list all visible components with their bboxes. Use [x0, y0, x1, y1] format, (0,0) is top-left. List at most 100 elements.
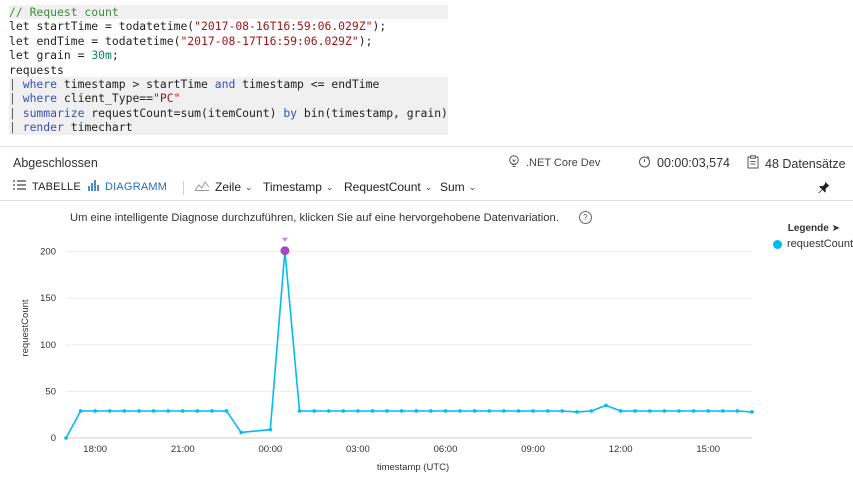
data-point [618, 409, 623, 413]
record-count-indicator: 48 Datensätze [747, 155, 846, 172]
query-editor[interactable]: // Request count let startTime = todatet… [0, 0, 853, 147]
y-axis-dropdown[interactable]: RequestCount ⌄ [344, 180, 432, 194]
code-line-starttime: let startTime = todatetime("2017-08-16T1… [9, 19, 387, 34]
data-point [64, 436, 68, 440]
anomaly-marker[interactable] [280, 237, 290, 256]
legend-title[interactable]: Legende ➤ [787, 223, 840, 234]
line-chart-icon [194, 180, 210, 194]
data-point [385, 409, 389, 413]
x-axis-title: timestamp (UTC) [377, 462, 449, 473]
x-axis-label: Timestamp [263, 180, 322, 194]
data-point [691, 409, 696, 413]
y-axis-title: requestCount [20, 299, 31, 356]
data-point [429, 409, 433, 413]
x-tick-label: 12:00 [609, 444, 633, 455]
data-point [268, 427, 273, 432]
data-point [399, 409, 404, 413]
data-point [662, 409, 667, 413]
aggregation-label: Sum [440, 180, 465, 194]
legend-item-requestcount[interactable]: requestCount [773, 238, 853, 250]
data-point [137, 409, 141, 413]
code-line-summarize: | summarize requestCount=sum(itemCount) … [9, 105, 448, 121]
bar-chart-icon [88, 180, 99, 194]
pin-icon[interactable] [818, 181, 830, 196]
code-line-grain: let grain = 30m; [9, 48, 119, 63]
data-point [735, 409, 740, 413]
tab-table-label: TABELLE [32, 180, 81, 193]
data-point [575, 410, 579, 414]
data-point [356, 409, 360, 413]
data-point [516, 409, 521, 413]
chevron-down-icon: ⌄ [424, 181, 433, 192]
x-tick-label: 06:00 [434, 444, 458, 455]
timechart[interactable]: 0 50 100 150 200 18:00 21:00 00:00 03:00 06:00 09… [0, 228, 853, 481]
tab-table[interactable]: TABELLE [13, 180, 81, 193]
legend-swatch [773, 239, 782, 249]
y-tick-label: 50 [45, 386, 56, 397]
data-point [604, 403, 608, 408]
code-line-where-client: | where client_Type=="PC" [9, 91, 448, 106]
y-tick-label: 0 [51, 433, 56, 444]
status-text: Abgeschlossen [13, 156, 98, 170]
chevron-down-icon: ⌄ [325, 181, 334, 192]
code-line-render: | render timechart [9, 120, 448, 135]
data-point [502, 409, 506, 413]
duration-indicator: 00:00:03,574 [638, 155, 730, 171]
data-point [677, 409, 681, 413]
x-tick-label: 09:00 [521, 444, 545, 455]
code-line-endtime: let endTime = todatetime("2017-08-17T16:… [9, 33, 373, 48]
x-axis-dropdown[interactable]: Timestamp ⌄ [263, 180, 333, 194]
data-point [531, 409, 535, 413]
data-point [545, 409, 550, 413]
results-toolbar: TABELLE DIAGRAMM Zeile ⌄ Timestamp ⌄ Req… [0, 176, 853, 201]
status-bar: Abgeschlossen .NET Core Dev 00:00:03,574… [0, 148, 853, 176]
data-point [210, 409, 214, 413]
code-line-where-time: | where timestamp > startTime and timest… [9, 76, 448, 92]
data-point [589, 409, 594, 413]
y-axis-label: RequestCount [344, 180, 421, 194]
chevron-right-circle-icon: ➤ [831, 223, 840, 234]
data-point [122, 409, 127, 413]
diagnostics-hint: Um eine intelligente Diagnose durchzufüh… [70, 211, 592, 224]
help-icon[interactable]: ? [578, 211, 592, 224]
data-point [312, 409, 316, 413]
data-point [472, 409, 477, 413]
data-point [78, 409, 83, 413]
aggregation-dropdown[interactable]: Sum ⌄ [440, 180, 476, 194]
table-icon [13, 180, 26, 193]
anomaly-indicator [281, 237, 288, 242]
y-tick-label: 100 [40, 340, 56, 351]
series-requestcount [64, 248, 754, 440]
x-tick-label: 21:00 [171, 444, 195, 455]
code-line-table: requests [9, 62, 64, 77]
chart-type-label: Zeile [215, 180, 242, 194]
data-point [93, 409, 97, 413]
code-line-comment: // Request count [9, 5, 448, 20]
diagnostics-hint-text: Um eine intelligente Diagnose durchzufüh… [70, 211, 559, 224]
x-tick-label: 15:00 [696, 444, 720, 455]
x-tick-label: 00:00 [258, 444, 282, 455]
tab-chart[interactable]: DIAGRAMM [88, 180, 167, 194]
data-point [195, 409, 200, 413]
environment-indicator: .NET Core Dev [508, 155, 600, 171]
clipboard-icon [747, 155, 759, 172]
toolbar-divider [183, 181, 184, 195]
data-point [107, 409, 112, 413]
chart-legend: Legende ➤ requestCount [773, 223, 853, 250]
tab-chart-label: DIAGRAMM [105, 181, 168, 193]
data-point [180, 409, 185, 413]
chevron-down-icon: ⌄ [468, 181, 477, 192]
legend-item-label: requestCount [787, 238, 853, 250]
y-tick-label: 200 [40, 247, 56, 258]
y-tick-label: 150 [40, 293, 56, 304]
x-tick-label: 18:00 [83, 444, 107, 455]
x-tick-label: 03:00 [346, 444, 370, 455]
data-point [166, 409, 170, 413]
chart-type-dropdown[interactable]: Zeile ⌄ [194, 180, 253, 194]
data-point [341, 409, 346, 413]
x-axis: 18:00 21:00 00:00 03:00 06:00 09:00 12:00 15:00 [83, 444, 720, 455]
record-count-value: 48 Datensätze [765, 156, 846, 171]
data-point [633, 409, 638, 413]
data-point [648, 409, 652, 413]
anomaly-point [280, 246, 290, 256]
